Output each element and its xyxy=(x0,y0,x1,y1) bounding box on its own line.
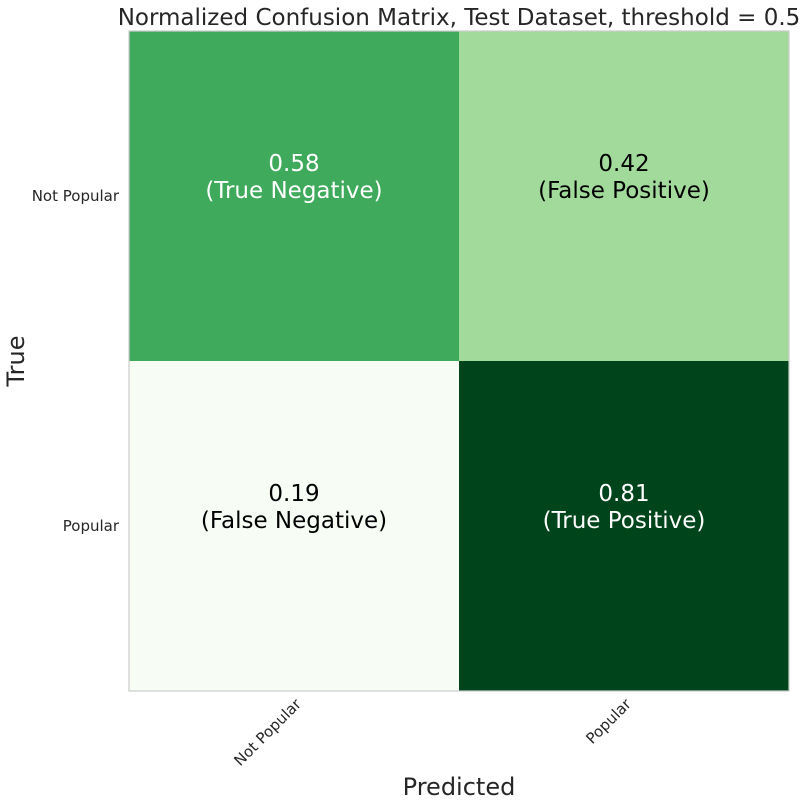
chart-title: Normalized Confusion Matrix, Test Datase… xyxy=(118,5,801,31)
cell-label-1-0: (False Negative) xyxy=(201,508,387,534)
heatmap-cells: 0.58(True Negative) 0.42(False Positive) 0… xyxy=(129,31,789,691)
y-tick-labels: Not Popular Popular xyxy=(32,187,120,535)
heatmap-cell-1-0 xyxy=(129,361,459,691)
plot-frame xyxy=(128,30,790,692)
cell-label-0-1: (False Positive) xyxy=(538,178,710,204)
cell-value-1-1: 0.81 xyxy=(598,481,649,507)
x-tick-labels: Not Popular Popular xyxy=(230,695,635,770)
cell-value-0-0: 0.58 xyxy=(268,151,319,177)
x-axis-label: Predicted xyxy=(403,773,516,801)
cell-value-0-1: 0.42 xyxy=(598,151,649,177)
heatmap-cell-0-0 xyxy=(129,31,459,361)
heatmap-cell-1-1 xyxy=(459,361,789,691)
y-axis-label: True xyxy=(2,336,30,388)
y-tick-label-1: Popular xyxy=(63,517,120,535)
cell-value-1-0: 0.19 xyxy=(268,481,319,507)
cell-label-0-0: (True Negative) xyxy=(205,178,382,204)
heatmap-cell-0-1 xyxy=(459,31,789,361)
x-tick-label-0: Not Popular xyxy=(230,695,305,770)
cell-label-1-1: (True Positive) xyxy=(543,508,706,534)
y-tick-label-0: Not Popular xyxy=(32,187,120,205)
x-tick-label-1: Popular xyxy=(582,695,635,748)
